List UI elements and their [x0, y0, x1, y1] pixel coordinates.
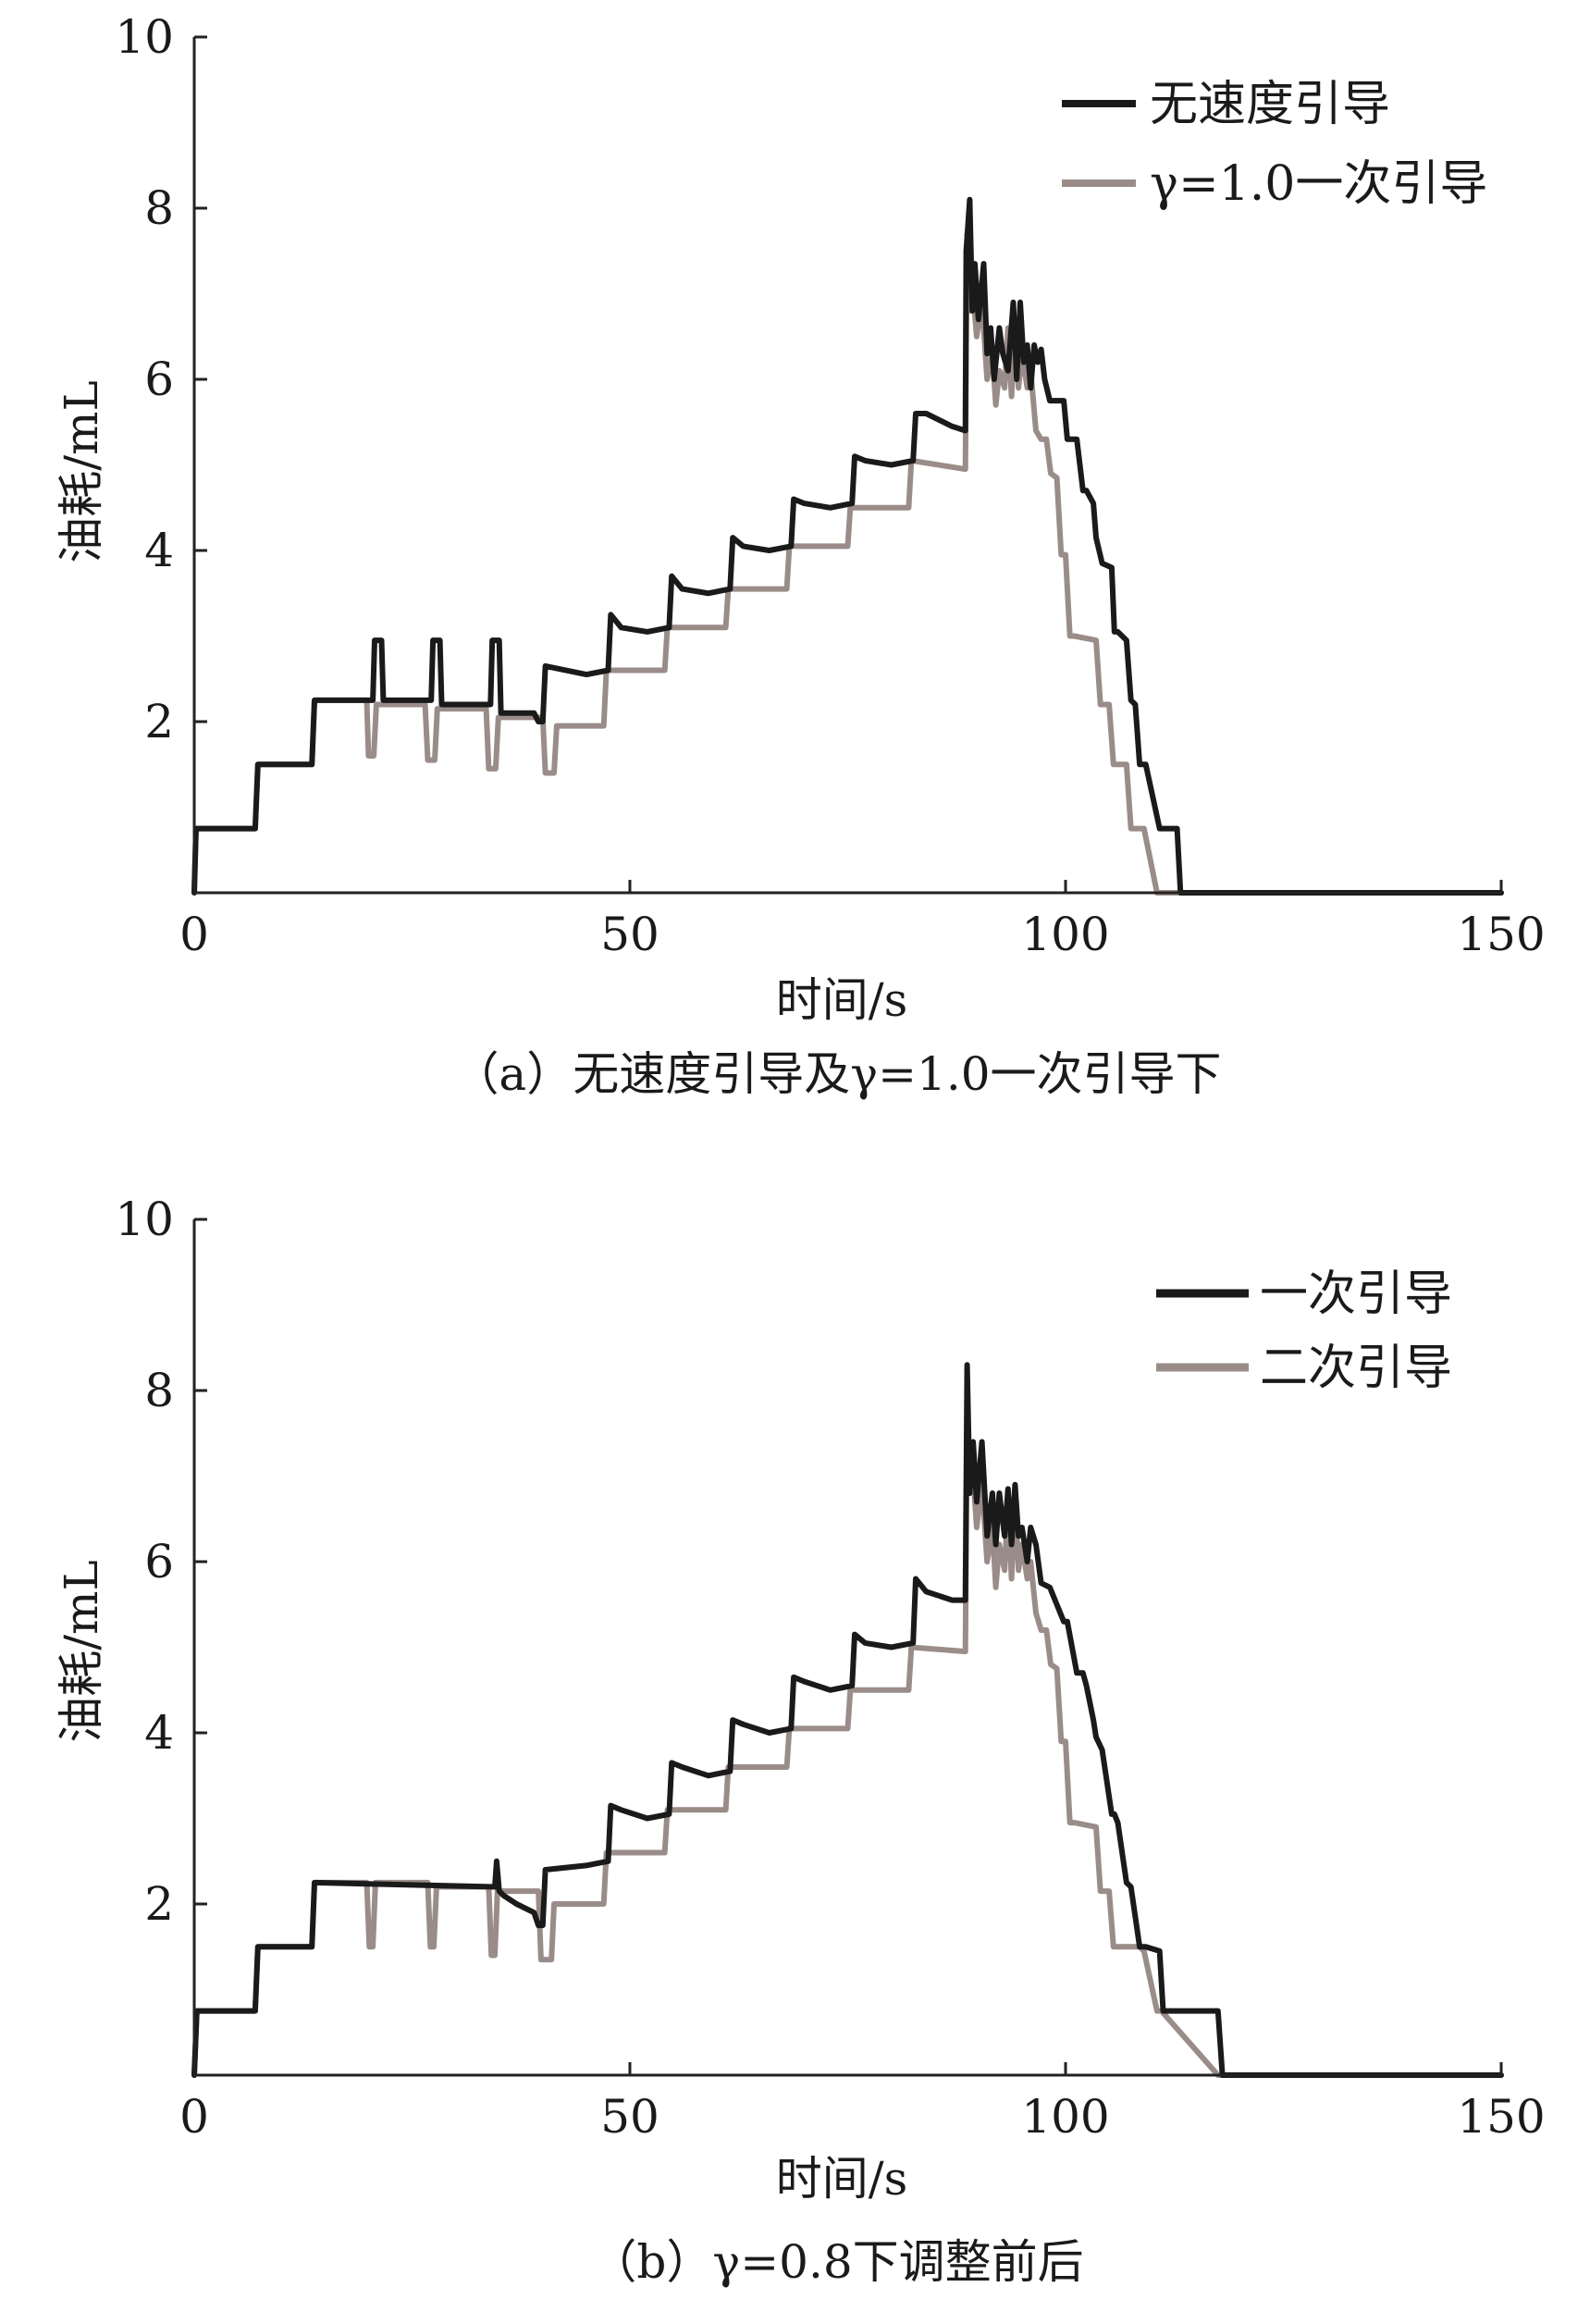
chart-b-x-tick-50: 50: [600, 2090, 659, 2144]
chart-b-x-tick-0: 0: [179, 2090, 209, 2144]
chart-b-legend: 一次引导 二次引导: [1156, 1267, 1452, 1396]
chart-b-y-tick-10: 10: [115, 1193, 174, 1246]
chart-panel-b: 0 50 100 150 2 4 6 8 10 时间/s 油耗/mL 一次引导 …: [55, 1193, 1546, 2289]
chart-a-xlabel: 时间/s: [776, 973, 908, 1027]
chart-b-x-tick-150: 150: [1457, 2090, 1545, 2144]
chart-a-series-1-line: [191, 230, 1504, 896]
chart-a-caption: （a）无速度引导及γ=1.0一次引导下: [452, 1047, 1221, 1101]
chart-b-series-0-line: [191, 1362, 1504, 2078]
chart-a-y-tick-8: 8: [144, 181, 174, 235]
chart-a-x-tick-150: 150: [1457, 908, 1545, 961]
chart-a-y-tick-4: 4: [144, 524, 174, 577]
chart-b-legend-label-0: 一次引导: [1260, 1267, 1452, 1322]
chart-a-x-tick-50: 50: [600, 908, 659, 961]
chart-panel-a: 0 50 100 150 2 4 6 8 10 时间/s 油耗/mL 无速度引导…: [55, 10, 1546, 1101]
chart-b-legend-label-1: 二次引导: [1260, 1341, 1452, 1396]
chart-a-x-tick-0: 0: [179, 908, 209, 961]
chart-a-series: [191, 196, 1504, 896]
chart-b-y-tick-6: 6: [144, 1535, 174, 1588]
chart-b-ticks: [192, 1218, 1503, 2075]
chart-b-caption: （b）γ=0.8下调整前后: [590, 2235, 1083, 2289]
chart-b-ylabel: 油耗/mL: [55, 1560, 108, 1742]
chart-a-x-tick-100: 100: [1021, 908, 1109, 961]
chart-a-legend-label-1: γ=1.0一次引导: [1150, 156, 1487, 212]
chart-a-legend: 无速度引导 γ=1.0一次引导: [1062, 77, 1487, 212]
chart-b-series: [191, 1362, 1504, 2078]
chart-a-legend-label-0: 无速度引导: [1150, 77, 1390, 132]
chart-b-y-tick-8: 8: [144, 1364, 174, 1417]
chart-a-y-tick-2: 2: [144, 695, 174, 748]
chart-b-y-tick-4: 4: [144, 1706, 174, 1760]
chart-b-y-tick-2: 2: [144, 1877, 174, 1931]
chart-a-ylabel: 油耗/mL: [55, 380, 108, 562]
chart-a-ticks: [192, 35, 1503, 893]
chart-a-series-0-line: [191, 196, 1504, 896]
chart-b-x-tick-100: 100: [1021, 2090, 1109, 2144]
chart-a-y-tick-6: 6: [144, 352, 174, 406]
chart-b-xlabel: 时间/s: [776, 2152, 908, 2206]
chart-b-series-1-line: [191, 1404, 1504, 2078]
chart-a-y-tick-10: 10: [115, 10, 174, 64]
